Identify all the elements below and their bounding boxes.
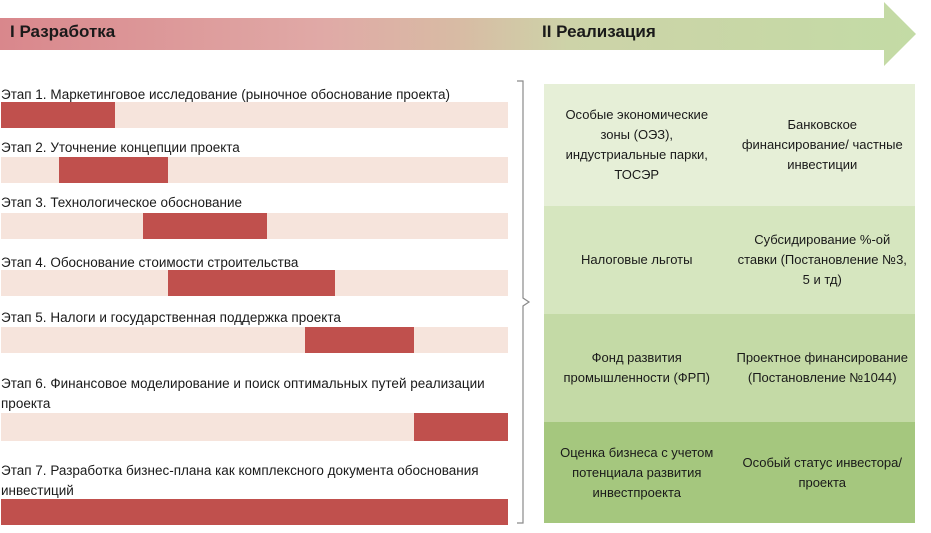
stage-label: Этап 6. Финансовое моделирование и поиск…	[1, 376, 485, 411]
bracket	[513, 80, 535, 525]
implementation-panel: Особые экономические зоны (ОЭЗ), индустр…	[544, 84, 915, 523]
stage-label: Этап 2. Уточнение концепции проекта	[1, 140, 240, 155]
stage-track	[1, 213, 508, 239]
stage-bar	[1, 499, 508, 525]
stage-label: Этап 4. Обоснование стоимости строительс…	[1, 255, 299, 270]
stage-bar	[168, 270, 335, 296]
instrument-left: Налоговые льготы	[581, 252, 693, 267]
instrument-left: Фонд развития промышленности (ФРП)	[563, 350, 711, 385]
phase-development-label: I Разработка	[10, 22, 116, 41]
phase-implementation-label: II Реализация	[542, 22, 656, 41]
stage-bar	[1, 102, 116, 128]
stage-bar	[142, 213, 268, 239]
stage-track	[1, 102, 508, 128]
stage-bar	[414, 413, 508, 441]
stage-bar	[305, 327, 415, 353]
stage-track	[1, 499, 508, 525]
stage-label: Этап 5. Налоги и государственная поддерж…	[1, 310, 341, 325]
stage-track	[1, 413, 508, 441]
process-arrow	[0, 2, 916, 66]
instrument-right: Проектное финансирование (Постановление …	[736, 350, 908, 385]
stage-label: Этап 3. Технологическое обоснование	[1, 195, 243, 210]
stage-track	[1, 270, 508, 296]
instrument-left: Особые экономические зоны (ОЭЗ), индустр…	[565, 107, 709, 182]
instrument-row: Фонд развития промышленности (ФРП) Проек…	[544, 314, 915, 422]
instrument-row: Оценка бизнеса с учетом потенциала разви…	[544, 422, 915, 523]
stage-track	[1, 157, 508, 183]
instrument-right: Особый статус инвестора/ проекта	[742, 454, 902, 490]
stage-track	[1, 327, 508, 353]
instrument-right: Субсидирование %-ой ставки (Постановлени…	[737, 232, 907, 287]
instrument-left: Оценка бизнеса с учетом потенциала разви…	[560, 444, 714, 500]
instrument-right: Банковское финансирование/ частные инвес…	[741, 117, 903, 172]
stage-bar	[59, 157, 169, 183]
stage-label: Этап 7. Разработка бизнес-плана как комп…	[1, 463, 479, 498]
instrument-row: Налоговые льготы Субсидирование %-ой ста…	[544, 206, 915, 314]
instrument-row: Особые экономические зоны (ОЭЗ), индустр…	[544, 84, 915, 206]
stage-label: Этап 1. Маркетинговое исследование (рыно…	[1, 87, 451, 102]
